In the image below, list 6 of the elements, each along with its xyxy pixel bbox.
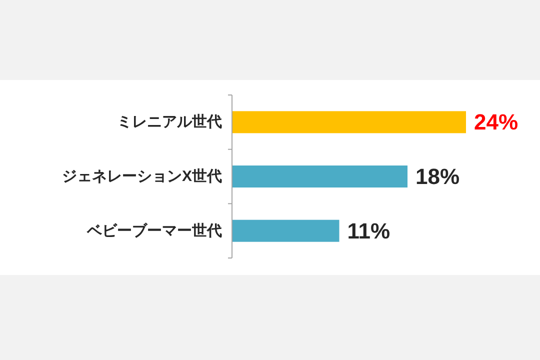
data-label: 18% [416,164,460,189]
y-tick-label: ベビーブーマー世代 [86,222,222,240]
y-tick-label: ジェネレーションX世代 [62,168,222,185]
data-label: 11% [347,218,390,244]
data-label: 24% [474,110,518,135]
y-tick-label: ミレニアル世代 [117,114,222,131]
